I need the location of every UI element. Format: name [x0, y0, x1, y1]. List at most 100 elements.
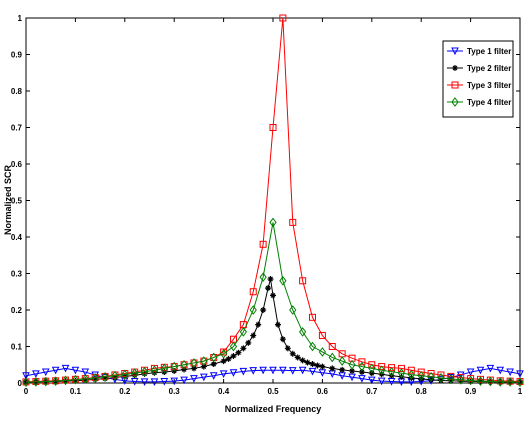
series-4-point	[348, 359, 356, 370]
legend-item: Type 4 filter	[447, 97, 511, 107]
series-1-point	[318, 369, 327, 377]
series-1-point	[288, 367, 297, 375]
series-4-point	[427, 371, 435, 382]
x-tick-label: 0.4	[218, 387, 230, 396]
series-1-point	[200, 373, 208, 382]
series-1-point	[496, 366, 505, 375]
y-tick-label: 0.6	[11, 160, 23, 169]
series-2-point	[284, 345, 291, 352]
series-1-point	[377, 377, 386, 386]
series-4-point	[457, 374, 465, 385]
series-1-point	[358, 375, 366, 383]
series-1-point	[22, 372, 30, 380]
series-3-point	[328, 343, 336, 350]
series-2-point	[72, 377, 79, 384]
x-tick-label: 0	[24, 387, 29, 396]
y-tick-label: 0.2	[11, 306, 23, 315]
series-2-point	[279, 336, 286, 343]
series-1-point	[61, 364, 70, 373]
legend-swatch-marker	[451, 81, 459, 89]
series-2-point	[270, 292, 276, 299]
series-4-point	[476, 376, 485, 387]
y-tick-label: 1	[18, 14, 23, 23]
series-4-point	[269, 217, 277, 228]
series-2-point	[314, 362, 321, 369]
legend-item: Type 1 filter	[447, 47, 511, 56]
series-1-point	[180, 376, 188, 385]
series-2-point	[210, 361, 217, 368]
series-1-point	[81, 368, 90, 377]
series-4-point	[417, 370, 425, 381]
series-2-point	[358, 369, 365, 376]
series-4-point	[42, 376, 50, 387]
series-1-point	[190, 375, 198, 383]
series-2-point	[339, 366, 346, 373]
series-3-point	[279, 14, 287, 22]
series-1-point	[140, 378, 149, 387]
legend-label: Type 2 filter	[467, 64, 511, 73]
x-tick-label: 0.1	[70, 387, 82, 396]
series-2-point	[329, 365, 336, 372]
series-2-point	[92, 376, 99, 383]
series-3-point	[407, 366, 415, 374]
series-3-point	[318, 332, 326, 340]
y-tick-label: 0	[18, 379, 23, 388]
series-1-point	[308, 367, 317, 376]
series-4-point	[328, 352, 336, 363]
x-tick-label: 0.2	[119, 387, 131, 396]
series-1-point	[71, 366, 80, 375]
series-1-point	[150, 378, 159, 387]
series-1-point	[516, 370, 524, 378]
series-2-point	[151, 369, 158, 376]
series-4-point	[71, 374, 80, 385]
series-4-point	[308, 341, 317, 352]
series-2-point	[457, 378, 464, 385]
legend-swatch-marker	[451, 47, 459, 56]
y-tick-label: 0.8	[11, 87, 23, 96]
series-2-point	[220, 358, 227, 365]
series-2-point	[265, 285, 272, 292]
series-1-point	[476, 366, 485, 375]
series-1-point	[269, 366, 277, 375]
series-3-point	[397, 364, 405, 372]
series-3-point	[269, 124, 277, 131]
series-2-point	[428, 376, 435, 383]
series-2-point	[62, 378, 69, 385]
series-layer	[22, 14, 524, 388]
series-2-point	[294, 354, 301, 361]
legend-label: Type 1 filter	[467, 47, 511, 56]
series-4-point	[387, 366, 396, 377]
series-1-point	[298, 366, 307, 375]
series-1-point	[170, 377, 179, 386]
legend-item: Type 2 filter	[447, 64, 511, 73]
series-4-point	[81, 374, 89, 384]
series-2-point	[319, 363, 326, 370]
series-4-point	[170, 361, 178, 372]
series-4-point	[239, 327, 247, 337]
series-1-point	[348, 373, 356, 382]
series-2-point	[304, 359, 311, 366]
series-3-point	[289, 218, 297, 226]
series-1-point	[486, 364, 495, 373]
series-2-point	[82, 377, 89, 384]
legend: Type 1 filter Type 2 filter Type 3 filter T…	[442, 40, 514, 118]
series-4-point	[121, 369, 129, 380]
series-4-point	[229, 341, 238, 352]
series-2-point	[309, 361, 316, 368]
legend-swatch-marker	[452, 65, 458, 71]
x-tick-label: 0.6	[317, 387, 329, 396]
series-1-point	[32, 370, 40, 378]
series-4-point	[466, 375, 475, 386]
series-4-point	[52, 376, 60, 387]
series-2-point	[289, 350, 296, 357]
series-4-point	[289, 305, 297, 315]
series-4-point	[190, 358, 198, 368]
series-2-point	[235, 349, 242, 356]
x-axis-title: Normalized Frequency	[225, 404, 322, 414]
series-3-point	[378, 363, 386, 371]
series-3-point	[358, 358, 366, 366]
y-tick-label: 0.3	[11, 270, 23, 279]
y-tick-label: 0.4	[11, 233, 23, 242]
